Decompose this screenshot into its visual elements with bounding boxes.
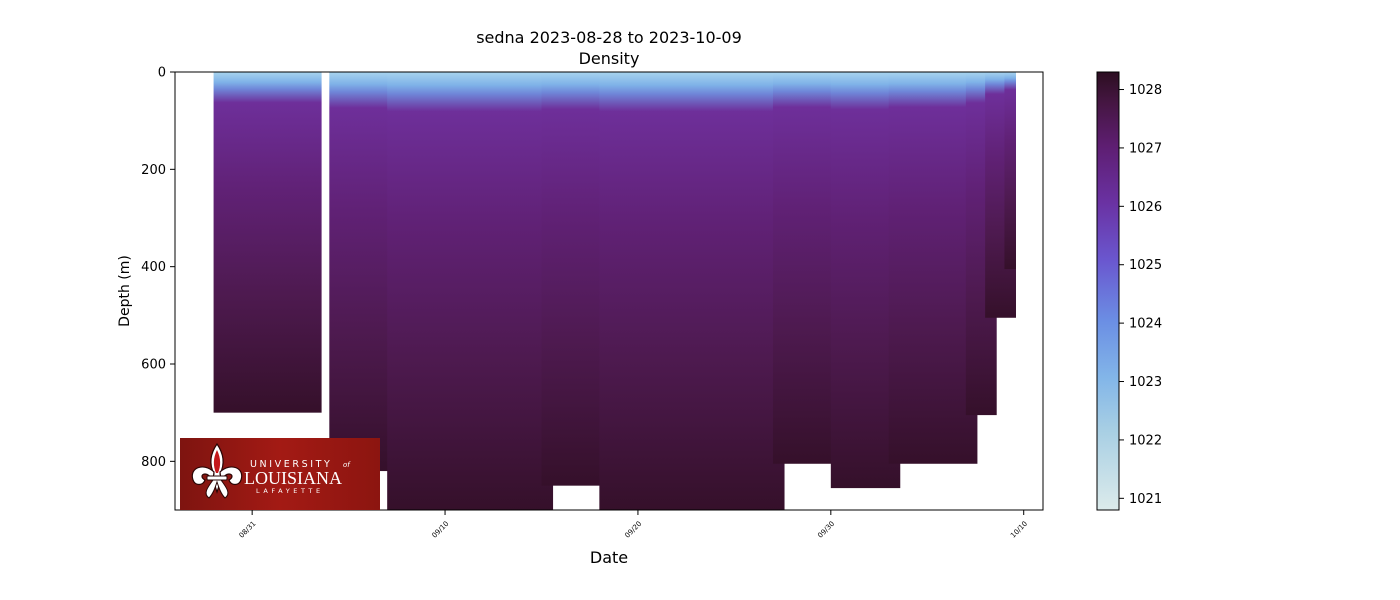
profile-block-10 [1004, 72, 1016, 270]
plot-frame [174, 71, 1044, 511]
colorbar [1096, 71, 1120, 511]
colorbar-tick-label: 1028 [1129, 83, 1162, 98]
y-tick-label: 200 [141, 163, 166, 178]
university-logo: UNIVERSITY of LOUISIANA LAFAYETTE [180, 438, 380, 510]
x-axis-label: Date [590, 548, 628, 567]
profile-block-0 [213, 72, 322, 413]
fleur-de-lis-icon [191, 442, 243, 499]
x-tick-label: 09/30 [816, 520, 836, 540]
colorbar-tick-label: 1027 [1129, 141, 1162, 156]
colorbar-tick-label: 1026 [1129, 200, 1162, 215]
logo-of: of [343, 461, 351, 469]
colorbar-ticks: 1021 1022 1023 1024 1025 1026 1027 1028 [1119, 83, 1162, 507]
plot-area [213, 72, 1016, 510]
colorbar-tick-label: 1021 [1129, 492, 1162, 507]
profile-block-2 [387, 72, 554, 510]
x-axis: 08/31 09/10 09/20 09/30 10/10 [238, 510, 1029, 540]
y-tick-label: 0 [158, 66, 166, 81]
colorbar-tick-label: 1023 [1129, 375, 1162, 390]
profile-block-7 [888, 72, 978, 464]
profile-block-6 [830, 72, 901, 489]
y-tick-label: 600 [141, 358, 166, 373]
y-tick-label: 400 [141, 260, 166, 275]
profile-block-4 [599, 72, 785, 510]
y-axis: 0 200 400 600 800 [141, 66, 175, 470]
colorbar-tick-label: 1025 [1129, 258, 1162, 273]
logo-line-university: UNIVERSITY [250, 459, 332, 470]
logo-line-louisiana: LOUISIANA [244, 468, 342, 488]
chart-subtitle: Density [579, 49, 640, 68]
colorbar-tick-label: 1024 [1129, 317, 1162, 332]
logo-line-lafayette: LAFAYETTE [256, 487, 324, 495]
x-tick-label: 10/10 [1009, 520, 1029, 540]
y-axis-label: Depth (m) [117, 255, 133, 327]
colorbar-tick-label: 1022 [1129, 433, 1162, 448]
y-tick-label: 800 [141, 455, 166, 470]
x-tick-label: 08/31 [238, 520, 258, 540]
density-profiles [213, 72, 1016, 510]
x-tick-label: 09/10 [431, 520, 451, 540]
x-tick-label: 09/20 [623, 520, 643, 540]
chart-title: sedna 2023-08-28 to 2023-10-09 [476, 28, 742, 47]
